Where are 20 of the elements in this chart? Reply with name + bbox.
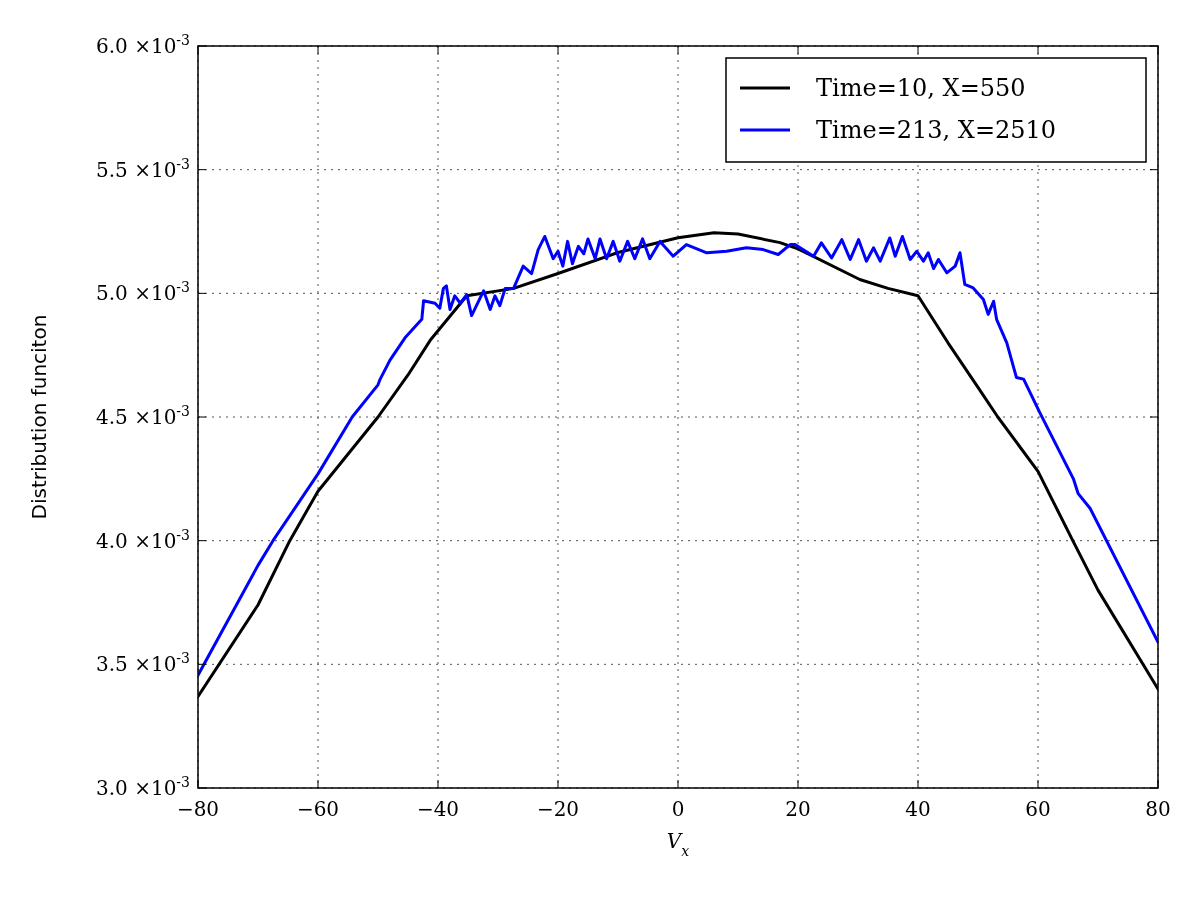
y-axis-title: Distribution funciton — [27, 314, 51, 520]
y-tick-label: 3.5 ×10$^{-3}$ — [95, 650, 190, 677]
legend-label: Time=10, X=550 — [816, 74, 1026, 102]
y-tick-label: 3.0 ×10$^{-3}$ — [95, 774, 190, 800]
legend-label: Time=213, X=2510 — [816, 116, 1057, 144]
x-tick-label: 60 — [1025, 797, 1051, 821]
x-tick-label: 80 — [1145, 797, 1171, 821]
y-tick-label: 4.0 ×10$^{-3}$ — [95, 526, 190, 553]
x-axis-title: V$_{x}$ — [666, 829, 690, 859]
x-tick-label: −60 — [296, 797, 340, 821]
y-tick-label: 5.5 ×10$^{-3}$ — [95, 155, 190, 182]
y-tick-label: 5.0 ×10$^{-3}$ — [95, 279, 190, 306]
x-tick-label: −20 — [536, 797, 580, 821]
y-tick-label: 4.5 ×10$^{-3}$ — [95, 403, 190, 429]
x-tick-label: −40 — [416, 797, 460, 821]
x-tick-label: 0 — [671, 797, 685, 821]
x-tick-label: 40 — [905, 797, 931, 821]
y-tick-label: 6.0 ×10$^{-3}$ — [95, 32, 190, 58]
x-tick-label: −80 — [176, 797, 220, 821]
x-tick-label: 20 — [785, 797, 811, 821]
